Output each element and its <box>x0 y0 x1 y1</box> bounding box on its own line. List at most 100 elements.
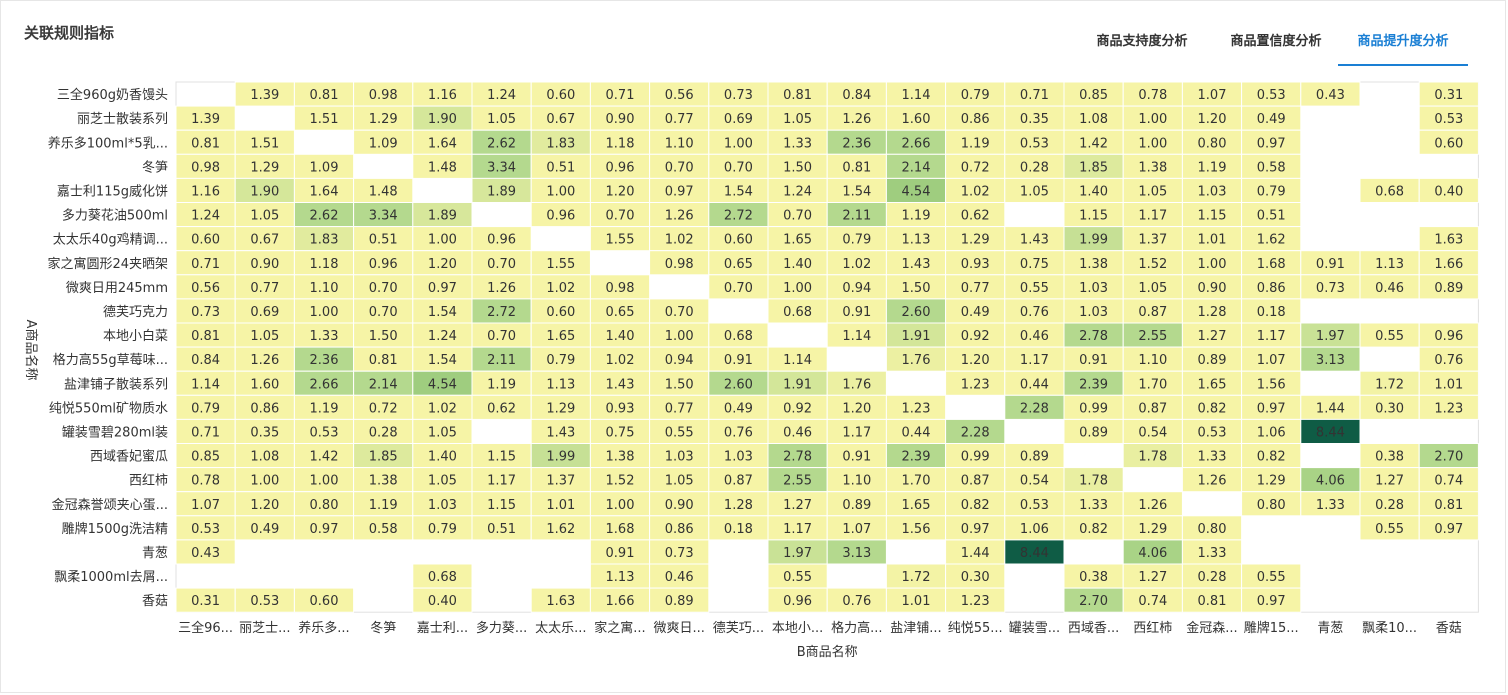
heatmap-cell[interactable] <box>1004 153 1065 179</box>
heatmap-cell[interactable] <box>293 202 355 228</box>
heatmap-cell[interactable] <box>885 418 947 444</box>
heatmap-cell[interactable] <box>1241 298 1302 324</box>
heatmap-cell[interactable] <box>945 418 1006 444</box>
heatmap-cell[interactable] <box>175 153 236 179</box>
heatmap-cell[interactable] <box>945 298 1006 324</box>
heatmap-cell[interactable] <box>1359 394 1420 420</box>
heatmap-cell[interactable] <box>767 587 828 613</box>
heatmap-cell[interactable] <box>353 81 414 107</box>
heatmap-cell[interactable] <box>826 226 887 252</box>
heatmap-cell[interactable] <box>471 370 532 396</box>
heatmap-cell[interactable] <box>1063 105 1124 131</box>
heatmap-cell[interactable] <box>530 515 591 541</box>
heatmap-cell[interactable] <box>1300 418 1361 444</box>
heatmap-cell[interactable] <box>175 539 236 565</box>
heatmap-cell[interactable] <box>530 105 591 131</box>
heatmap-cell[interactable] <box>885 394 947 420</box>
heatmap-cell[interactable] <box>175 467 236 493</box>
heatmap-cell[interactable] <box>1241 202 1302 228</box>
heatmap-cell[interactable] <box>175 515 236 541</box>
heatmap-cell[interactable] <box>412 443 473 469</box>
heatmap-cell[interactable] <box>1122 418 1183 444</box>
heatmap-cell[interactable] <box>353 250 414 276</box>
heatmap-cell[interactable] <box>945 370 1006 396</box>
heatmap-cell[interactable] <box>885 322 947 348</box>
heatmap-cell[interactable] <box>1418 129 1479 155</box>
heatmap-cell[interactable] <box>234 491 295 517</box>
heatmap-cell[interactable] <box>589 491 651 517</box>
heatmap-cell[interactable] <box>1241 370 1302 396</box>
heatmap-cell[interactable] <box>412 153 473 179</box>
heatmap-cell[interactable] <box>175 105 236 131</box>
heatmap-cell[interactable] <box>530 491 591 517</box>
heatmap-cell[interactable] <box>1063 587 1124 613</box>
heatmap-cell[interactable] <box>708 418 769 444</box>
heatmap-cell[interactable] <box>1300 346 1361 372</box>
heatmap-cell[interactable] <box>471 226 532 252</box>
heatmap-cell[interactable] <box>1181 443 1243 469</box>
heatmap-cell[interactable] <box>175 298 236 324</box>
heatmap-cell[interactable] <box>1063 346 1124 372</box>
heatmap-cell[interactable] <box>353 298 414 324</box>
heatmap-cell[interactable] <box>1063 226 1124 252</box>
heatmap-cell[interactable] <box>471 177 532 203</box>
heatmap-cell[interactable] <box>945 587 1006 613</box>
heatmap-cell[interactable] <box>1359 370 1420 396</box>
heatmap-cell[interactable] <box>885 563 947 589</box>
heatmap-cell[interactable] <box>293 467 355 493</box>
heatmap-cell[interactable] <box>649 202 710 228</box>
heatmap-cell[interactable] <box>1241 394 1302 420</box>
heatmap-cell[interactable] <box>1241 274 1302 300</box>
heatmap-cell[interactable] <box>945 539 1006 565</box>
heatmap-cell[interactable] <box>234 515 295 541</box>
heatmap-cell[interactable] <box>1181 539 1243 565</box>
heatmap-cell[interactable] <box>234 129 295 155</box>
heatmap-cell[interactable] <box>175 129 236 155</box>
heatmap-cell[interactable] <box>1004 81 1065 107</box>
heatmap-cell[interactable] <box>1004 322 1065 348</box>
heatmap-cell[interactable] <box>1181 467 1243 493</box>
heatmap-cell[interactable] <box>353 274 414 300</box>
heatmap-cell[interactable] <box>530 250 591 276</box>
heatmap-cell[interactable] <box>767 177 828 203</box>
heatmap-cell[interactable] <box>293 274 355 300</box>
heatmap-cell[interactable] <box>530 370 591 396</box>
heatmap-cell[interactable] <box>1181 346 1243 372</box>
heatmap-cell[interactable] <box>649 226 710 252</box>
heatmap-cell[interactable] <box>1181 322 1243 348</box>
heatmap-cell[interactable] <box>826 274 887 300</box>
heatmap-cell[interactable] <box>1063 250 1124 276</box>
heatmap-cell[interactable] <box>1181 153 1243 179</box>
heatmap-cell[interactable] <box>530 153 591 179</box>
heatmap-cell[interactable] <box>293 250 355 276</box>
heatmap-cell[interactable] <box>175 491 236 517</box>
heatmap-cell[interactable] <box>885 443 947 469</box>
heatmap-cell[interactable] <box>471 394 532 420</box>
heatmap-cell[interactable] <box>353 418 414 444</box>
heatmap-cell[interactable] <box>1418 250 1479 276</box>
heatmap-cell[interactable] <box>1359 177 1420 203</box>
heatmap-cell[interactable] <box>353 443 414 469</box>
heatmap-cell[interactable] <box>767 418 828 444</box>
heatmap-cell[interactable] <box>1004 539 1065 565</box>
heatmap-cell[interactable] <box>1063 202 1124 228</box>
heatmap-cell[interactable] <box>1063 418 1124 444</box>
heatmap-cell[interactable] <box>589 587 651 613</box>
heatmap-cell[interactable] <box>589 563 651 589</box>
heatmap-cell[interactable] <box>293 322 355 348</box>
heatmap-cell[interactable] <box>353 491 414 517</box>
heatmap-cell[interactable] <box>353 394 414 420</box>
heatmap-cell[interactable] <box>708 274 769 300</box>
heatmap-cell[interactable] <box>1241 226 1302 252</box>
heatmap-cell[interactable] <box>412 563 473 589</box>
heatmap-cell[interactable] <box>353 346 414 372</box>
heatmap-cell[interactable] <box>649 153 710 179</box>
heatmap-cell[interactable] <box>1181 370 1243 396</box>
heatmap-cell[interactable] <box>1063 177 1124 203</box>
heatmap-cell[interactable] <box>234 587 295 613</box>
heatmap-cell[interactable] <box>1063 394 1124 420</box>
heatmap-cell[interactable] <box>945 202 1006 228</box>
heatmap-cell[interactable] <box>293 587 355 613</box>
heatmap-cell[interactable] <box>649 418 710 444</box>
heatmap-cell[interactable] <box>708 153 769 179</box>
